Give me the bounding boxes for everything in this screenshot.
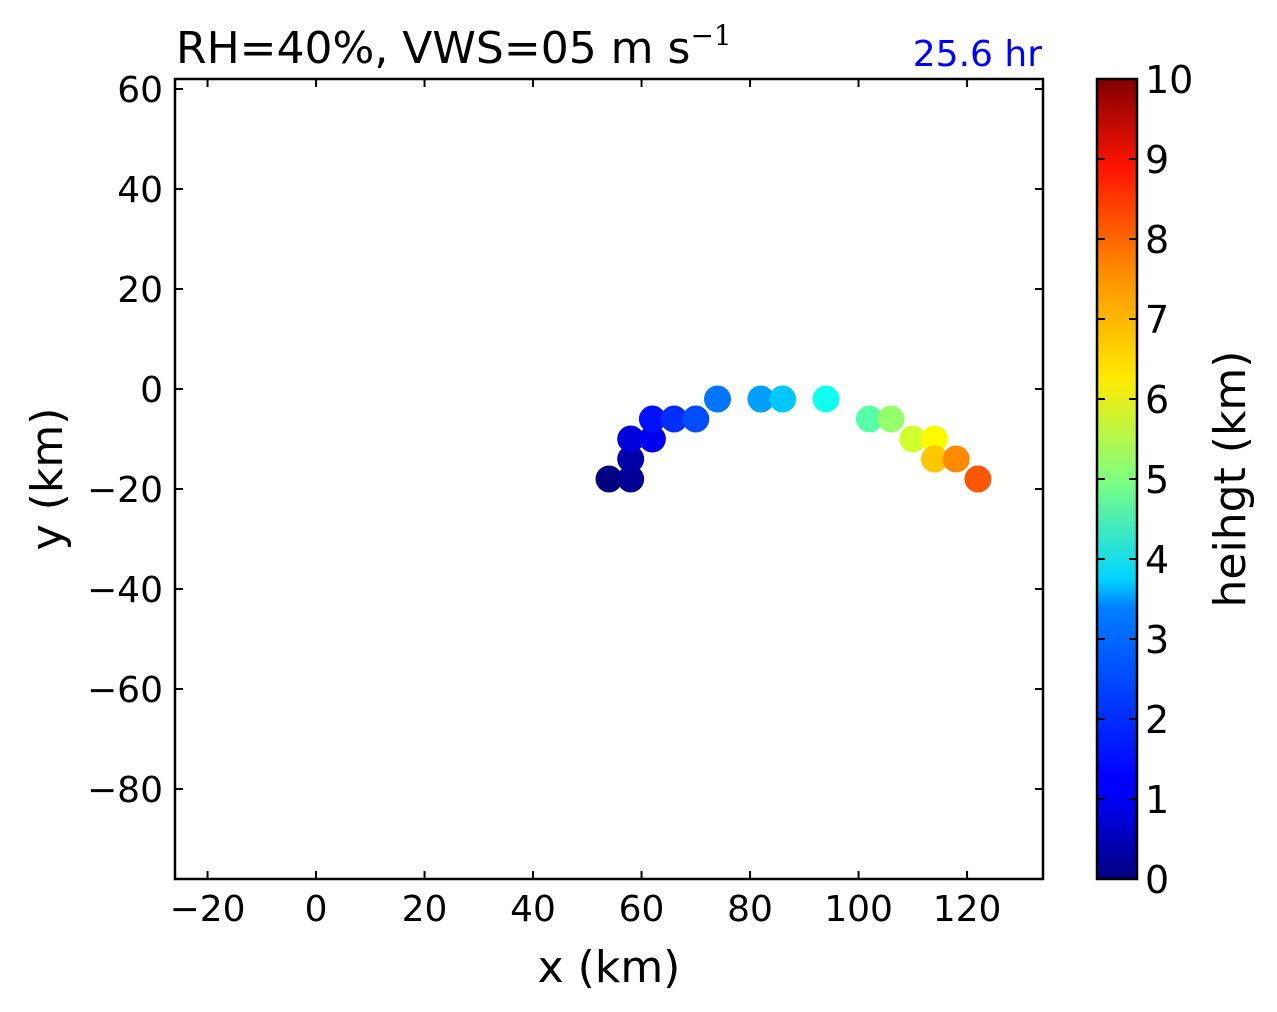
colorbar-tick-label: 8	[1145, 218, 1169, 262]
x-axis-ticks: −20 0 20 40 60 80 100 120	[170, 79, 1002, 930]
chart-title: RH=40%, VWS=05 m s−1	[176, 19, 732, 74]
y-tick-label: −80	[87, 770, 163, 811]
data-point	[660, 405, 688, 433]
colorbar-tick-label: 10	[1145, 58, 1193, 102]
chart-title-exponent: −1	[690, 19, 731, 52]
colorbar-tick-label: 1	[1145, 778, 1169, 822]
x-tick-label: 0	[305, 889, 328, 930]
colorbar-tick-label: 9	[1145, 138, 1169, 182]
data-point	[595, 465, 623, 493]
colorbar-tick-label: 3	[1145, 618, 1169, 662]
y-tick-label: 60	[117, 70, 163, 111]
colorbar-tick-label: 4	[1145, 538, 1169, 582]
data-point	[812, 385, 840, 413]
x-tick-label: −20	[170, 889, 246, 930]
data-point	[877, 405, 905, 433]
data-point	[638, 405, 666, 433]
data-point	[682, 405, 710, 433]
y-tick-label: 0	[140, 370, 163, 411]
x-tick-label: 80	[727, 889, 773, 930]
x-tick-label: 60	[619, 889, 665, 930]
data-point	[921, 445, 948, 473]
data-point	[617, 425, 645, 453]
data-point	[899, 425, 927, 453]
data-point	[617, 445, 645, 473]
data-point	[747, 385, 775, 413]
y-tick-label: −20	[87, 470, 163, 511]
y-axis-label: y (km)	[22, 408, 73, 551]
data-point	[921, 425, 948, 453]
y-tick-label: −40	[87, 570, 163, 611]
x-tick-label: 100	[824, 889, 893, 930]
data-point	[964, 465, 992, 493]
data-point	[942, 445, 970, 473]
colorbar-tick-label: 6	[1145, 378, 1169, 422]
data-point	[855, 405, 883, 433]
time-label: 25.6 hr	[913, 34, 1042, 75]
data-points	[595, 385, 992, 493]
y-tick-label: 20	[117, 270, 163, 311]
plot-frame	[173, 77, 1045, 881]
data-point	[638, 425, 666, 453]
x-tick-label: 120	[933, 889, 1002, 930]
data-point	[617, 465, 645, 493]
colorbar-tick-label: 2	[1145, 698, 1169, 742]
colorbar-ticks: 0 1 2 3 4 5 6 7 8 9 10	[1097, 58, 1193, 902]
colorbar-tick-label: 5	[1145, 458, 1169, 502]
colorbar-label: heihgt (km)	[1205, 351, 1256, 608]
y-tick-label: 40	[117, 170, 163, 211]
x-axis-label: x (km)	[538, 942, 681, 993]
x-tick-label: 20	[402, 889, 448, 930]
colorbar-tick-label: 0	[1145, 858, 1169, 902]
y-axis-ticks: 60 40 20 0 −20 −40 −60 −80	[87, 70, 1043, 811]
x-tick-label: 40	[510, 889, 556, 930]
data-point	[704, 385, 731, 413]
colorbar-tick-label: 7	[1145, 298, 1169, 342]
y-tick-label: −60	[87, 670, 163, 711]
data-point	[769, 385, 797, 413]
